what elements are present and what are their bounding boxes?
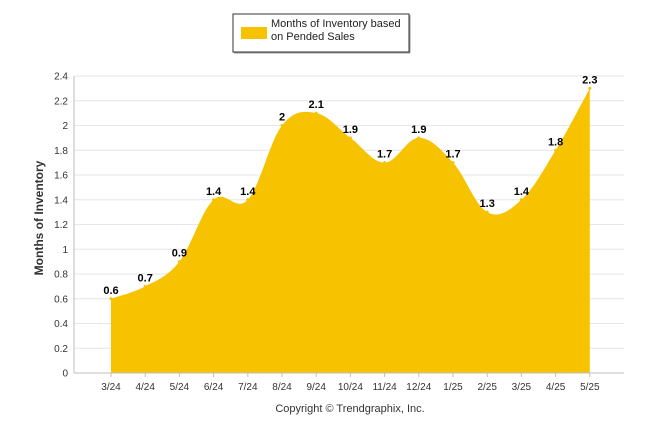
y-tick-label: 0.8 [54, 270, 68, 281]
x-tick-label: 4/25 [546, 382, 566, 393]
y-tick-label: 2.2 [54, 96, 68, 107]
plot-area [109, 86, 592, 373]
y-tick-label: 2.4 [54, 72, 68, 83]
data-label: 1.3 [480, 198, 495, 210]
data-point [417, 136, 421, 140]
x-tick-label: 3/24 [101, 382, 121, 393]
data-label: 2.3 [582, 74, 597, 86]
data-label: 2 [279, 112, 285, 124]
y-tick-label: 1 [62, 245, 68, 256]
data-label: 2.1 [309, 99, 324, 111]
legend-label-line2: on Pended Sales [271, 31, 355, 43]
data-point [109, 297, 113, 301]
x-tick-label: 3/25 [512, 382, 532, 393]
x-tick-label: 6/24 [204, 382, 224, 393]
y-tick-label: 1.6 [54, 171, 68, 182]
data-labels: 0.6 0.7 0.9 1.4 1.4 2 2.1 1.9 1.7 1.9 1.7 1.3 1.4 1.8… [103, 74, 597, 296]
data-point [554, 148, 558, 152]
data-label: 1.4 [514, 186, 530, 198]
y-tick-label: 0.6 [54, 294, 68, 305]
data-point [451, 161, 455, 165]
y-tick-label: 0.4 [54, 319, 68, 330]
legend-swatch [241, 27, 267, 39]
data-label: 1.7 [445, 149, 460, 161]
legend-label-line1: Months of Inventory based [271, 18, 401, 30]
y-tick-label: 0.2 [54, 344, 68, 355]
data-label: 1.7 [377, 149, 392, 161]
data-label: 1.4 [240, 186, 256, 198]
x-tick-label: 12/24 [406, 382, 431, 393]
x-tick-label: 9/24 [306, 382, 326, 393]
y-tick-label: 1.4 [54, 195, 68, 206]
x-tick-label: 5/25 [580, 382, 600, 393]
x-tick-label: 7/24 [238, 382, 258, 393]
data-point [143, 284, 147, 288]
data-label: 1.8 [548, 136, 563, 148]
y-tick-label: 1.8 [54, 146, 68, 157]
y-axis-title: Months of Inventory [32, 160, 46, 275]
data-point [485, 210, 489, 214]
x-tick-label: 10/24 [338, 382, 363, 393]
data-point [348, 136, 352, 140]
y-tick-label: 1.2 [54, 220, 68, 231]
data-point [246, 198, 250, 202]
data-point [314, 111, 318, 115]
x-tick-label: 5/24 [170, 382, 190, 393]
x-tick-label: 2/25 [477, 382, 497, 393]
data-point [212, 198, 216, 202]
data-point [280, 124, 284, 127]
data-label: 0.9 [172, 248, 187, 260]
data-label: 1.4 [206, 186, 222, 198]
copyright-footer: Copyright © Trendgraphix, Inc. [275, 403, 424, 415]
data-point [519, 198, 523, 202]
y-tick-label: 2 [62, 121, 68, 132]
data-label: 0.6 [103, 285, 118, 297]
data-label: 1.9 [343, 124, 358, 136]
data-point [383, 161, 387, 165]
data-point [588, 86, 592, 90]
data-point [177, 260, 181, 264]
y-tick-label: 0 [62, 369, 68, 380]
axes: 0 0.2 0.4 0.6 0.8 1 1.2 1.4 1.6 1.8 2 2.2 2.4 3/24 4/2… [54, 72, 624, 393]
x-tick-label: 4/24 [135, 382, 155, 393]
data-label: 0.7 [138, 272, 153, 284]
x-tick-label: 11/24 [372, 382, 397, 393]
area-series-months-of-inventory [111, 88, 590, 373]
legend: Months of Inventory based on Pended Sale… [232, 13, 411, 54]
x-tick-label: 1/25 [443, 382, 463, 393]
data-label: 1.9 [411, 124, 426, 136]
x-tick-label: 8/24 [272, 382, 292, 393]
